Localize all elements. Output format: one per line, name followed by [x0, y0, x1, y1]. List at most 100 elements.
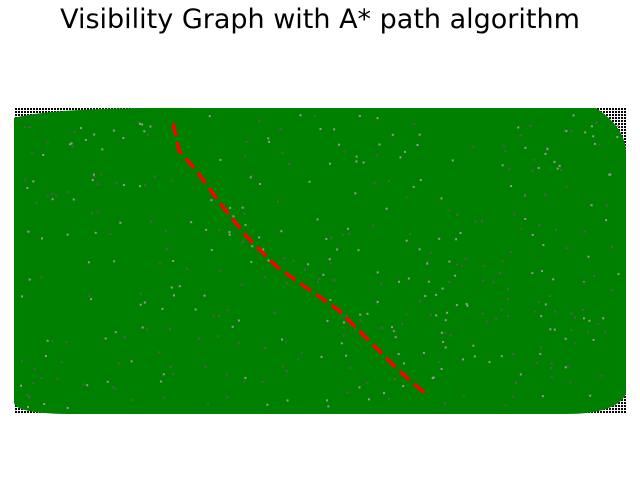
obstacle-speck	[391, 133, 394, 136]
obstacle-speck	[460, 265, 463, 268]
obstacle-speck	[318, 277, 321, 280]
obstacle-speck	[524, 146, 527, 149]
obstacle-speck	[405, 313, 408, 316]
obstacle-speck	[166, 248, 168, 251]
obstacle-speck	[405, 196, 408, 199]
obstacle-speck	[533, 158, 536, 161]
chart-title: Visibility Graph with A* path algorithm	[60, 4, 580, 35]
obstacle-speck	[281, 152, 284, 155]
obstacle-speck	[582, 308, 584, 311]
obstacle-speck	[32, 382, 35, 385]
obstacle-speck	[146, 133, 149, 136]
obstacle-speck	[426, 262, 429, 265]
obstacle-speck	[330, 236, 333, 239]
obstacle-speck	[266, 403, 269, 406]
obstacle-speck	[444, 346, 447, 349]
obstacle-speck	[264, 346, 266, 349]
obstacle-speck	[204, 365, 207, 368]
obstacle-speck	[541, 395, 544, 398]
obstacle-speck	[531, 233, 534, 236]
obstacle-speck	[362, 161, 365, 164]
obstacle-speck	[616, 136, 619, 139]
obstacle-speck	[583, 317, 585, 320]
obstacle-speck	[508, 167, 511, 170]
obstacle-speck	[418, 248, 421, 251]
obstacle-speck	[228, 231, 231, 234]
obstacle-speck	[341, 234, 344, 237]
obstacle-speck	[587, 330, 589, 333]
obstacle-speck	[80, 127, 82, 130]
obstacle-speck	[448, 280, 451, 283]
obstacle-speck	[407, 277, 410, 280]
obstacle-speck	[373, 182, 376, 184]
obstacle-speck	[366, 382, 369, 385]
obstacle-speck	[336, 248, 339, 251]
obstacle-speck	[101, 148, 104, 151]
obstacle-speck	[41, 237, 43, 240]
obstacle-speck	[422, 351, 425, 354]
obstacle-speck	[203, 294, 206, 297]
obstacle-speck	[93, 175, 96, 178]
obstacle-speck	[87, 261, 90, 264]
obstacle-speck	[590, 204, 593, 207]
obstacle-speck	[273, 312, 276, 315]
obstacle-speck	[587, 255, 590, 258]
obstacle-speck	[210, 199, 213, 202]
obstacle-speck	[346, 227, 349, 230]
obstacle-speck	[91, 179, 94, 182]
obstacle-speck	[139, 122, 141, 125]
obstacle-speck	[440, 197, 443, 200]
obstacle-speck	[542, 244, 545, 246]
obstacle-speck	[435, 293, 438, 296]
obstacle-speck	[481, 220, 483, 223]
obstacle-speck	[375, 154, 378, 157]
obstacle-speck	[431, 377, 434, 380]
obstacle-speck	[348, 232, 351, 235]
obstacle-speck	[69, 143, 72, 146]
obstacle-speck	[549, 367, 552, 370]
obstacle-speck	[404, 150, 406, 153]
obstacle-speck	[40, 376, 43, 379]
obstacle-speck	[376, 117, 379, 120]
obstacle-speck	[320, 355, 323, 358]
obstacle-speck	[446, 311, 449, 314]
obstacle-speck	[82, 383, 85, 386]
obstacle-speck	[20, 384, 22, 387]
obstacle-speck	[329, 298, 332, 301]
obstacle-speck	[112, 129, 115, 132]
obstacle-speck	[388, 180, 390, 183]
obstacle-speck	[473, 355, 476, 358]
obstacle-speck	[495, 317, 498, 320]
obstacle-speck	[504, 404, 507, 407]
obstacle-speck	[109, 233, 112, 236]
obstacle-speck	[430, 251, 433, 254]
obstacle-speck	[342, 321, 345, 324]
obstacle-speck	[486, 320, 489, 323]
obstacle-speck	[159, 380, 162, 383]
astar-path-line	[171, 122, 426, 394]
obstacle-speck	[343, 151, 346, 153]
obstacle-speck	[524, 217, 527, 220]
obstacle-speck	[605, 204, 608, 207]
obstacle-speck	[556, 167, 559, 170]
obstacle-speck	[488, 361, 491, 364]
obstacle-speck	[268, 140, 271, 143]
obstacle-speck	[319, 128, 322, 130]
obstacle-speck	[333, 279, 335, 282]
obstacle-speck	[240, 283, 243, 286]
obstacle-speck	[190, 221, 193, 224]
obstacle-speck	[94, 231, 97, 234]
obstacle-speck	[250, 260, 253, 263]
obstacle-speck	[244, 376, 247, 379]
obstacle-speck	[502, 144, 505, 147]
obstacle-speck	[409, 232, 412, 235]
obstacle-speck	[333, 128, 336, 131]
obstacle-speck	[285, 340, 288, 343]
obstacle-speck	[194, 308, 197, 311]
obstacle-speck	[371, 224, 374, 227]
obstacle-speck	[466, 304, 469, 307]
obstacle-speck	[146, 328, 149, 331]
obstacle-speck	[340, 342, 343, 345]
obstacle-speck	[288, 162, 290, 165]
obstacle-speck	[138, 185, 141, 188]
